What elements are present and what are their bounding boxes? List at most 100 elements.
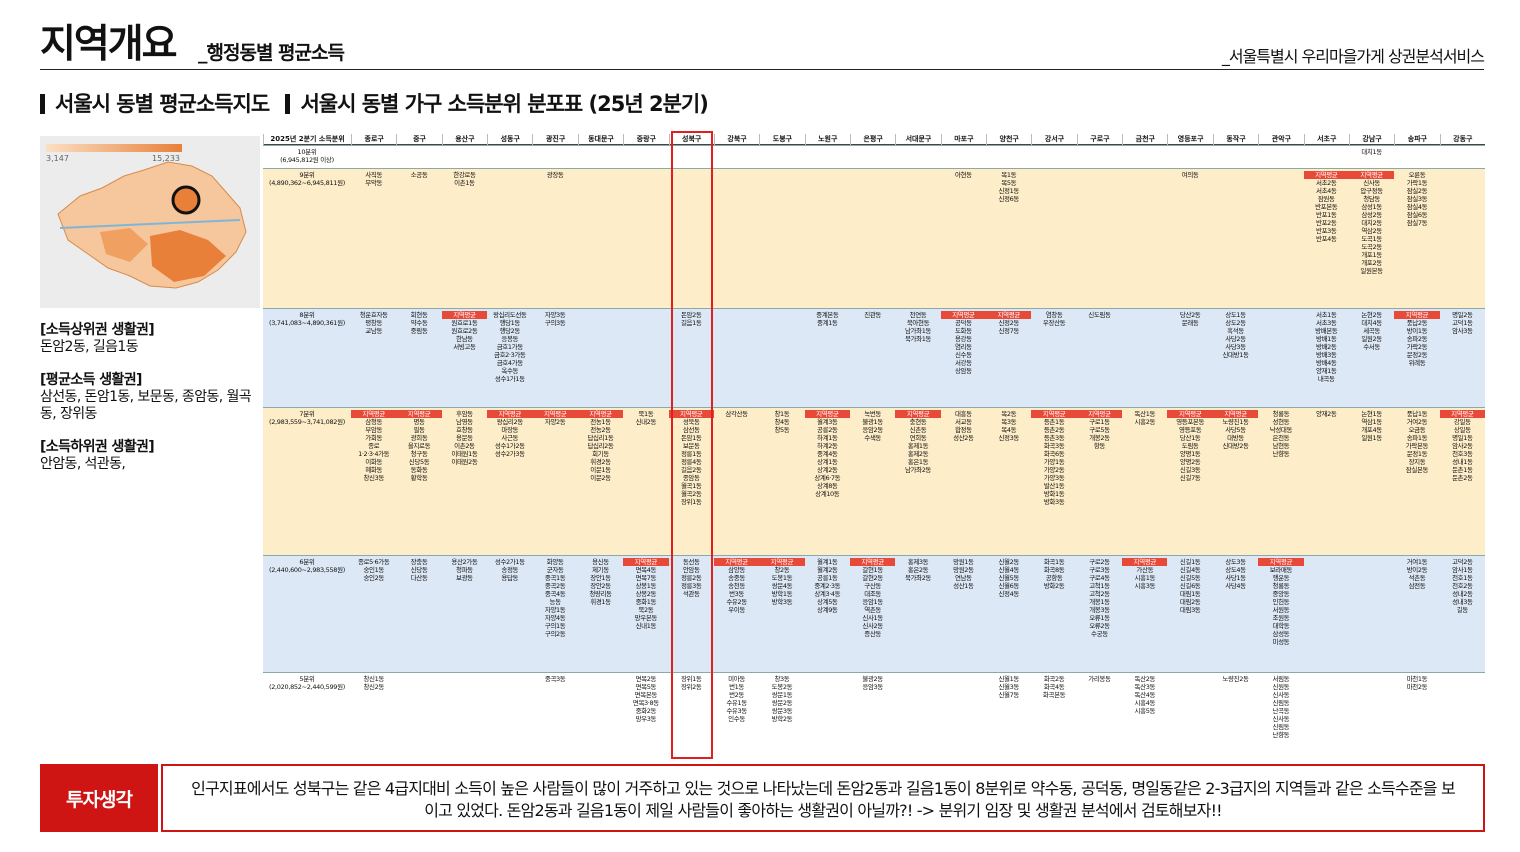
dong-name: 다산동 bbox=[410, 574, 428, 582]
dong-name: 금호2·3가동 bbox=[494, 351, 526, 359]
table-cell: 고덕2동 암사1동 천호1동 천호2동 성내2동 성내3동 길동 bbox=[1440, 558, 1485, 614]
dong-name: 정릉2동 bbox=[680, 574, 702, 582]
dong-name: 신정7동 bbox=[998, 327, 1019, 335]
dong-name: 신정1동 bbox=[998, 187, 1019, 195]
dong-name: 신길5동 bbox=[1179, 574, 1201, 582]
dong-name: 전농1동 bbox=[590, 418, 611, 426]
dong-name: 이촌2동 bbox=[454, 442, 475, 450]
dong-name: 우이동 bbox=[728, 606, 745, 614]
dong-name: 풍납1동 bbox=[1406, 410, 1428, 418]
dong-name: 논현2동 bbox=[1361, 311, 1382, 319]
tier-label: 6분위 (2,440,600~2,983,558원) bbox=[268, 558, 346, 574]
district-header: 강동구 bbox=[1439, 134, 1485, 145]
dong-name: 용산2가동 bbox=[451, 558, 478, 566]
dong-name: 하계1동 bbox=[817, 434, 838, 442]
dong-name: 서강동 bbox=[954, 359, 972, 367]
dong-name: 용문동 bbox=[456, 434, 473, 442]
table-cell: 신월2동 신월4동 신월5동 신월6동 신정4동 bbox=[986, 558, 1031, 598]
dong-name: 이문2동 bbox=[590, 474, 611, 482]
dong-name: 공릉2동 bbox=[817, 426, 838, 434]
dong-name: 일원1동 bbox=[1361, 434, 1382, 442]
dong-name: 한강로동 bbox=[453, 171, 476, 179]
table-cell: 목1동 목5동 신정1동 신정6동 bbox=[986, 171, 1031, 203]
income-tier-row: 9분위 (4,890,362~6,945,811원) 사직동 무악동 소공동 한강로동 이… bbox=[263, 168, 1485, 308]
dong-name: 상봉1동 bbox=[635, 582, 657, 590]
district-header: 성동구 bbox=[487, 134, 532, 145]
dong-name: 항동 bbox=[1093, 442, 1106, 450]
dong-name: 상계2동 bbox=[817, 466, 838, 474]
page-subtitle: _행정동별 평균소득 bbox=[198, 42, 345, 64]
district-header: 마포구 bbox=[940, 134, 986, 145]
dong-name: 도봉2동 bbox=[771, 683, 793, 691]
dong-name: 문정2동 bbox=[1406, 351, 1428, 359]
table-cell: 홍제3동 홍은2동 북가좌2동 bbox=[895, 558, 940, 582]
dong-name: 월곡1동 bbox=[680, 482, 702, 490]
avg-badge: 지역평균 bbox=[623, 558, 669, 566]
dong-name: 정릉4동 bbox=[680, 458, 702, 466]
table-cell: 오륜동 가락1동 잠실2동 잠실3동 잠실4동 잠실6동 잠실7동 bbox=[1394, 171, 1439, 227]
dong-name: 합정동 bbox=[954, 426, 972, 434]
dong-name: 미아동 bbox=[728, 675, 745, 683]
dong-name: 창신3동 bbox=[363, 474, 384, 482]
dong-name: 가락1동 bbox=[1406, 179, 1428, 187]
table-header: 2025년 2분기 소득분위 종로구 중구 용산구 성동구 광진구 동대문구 중랑구 성북구 강북… bbox=[263, 134, 1485, 145]
dong-name: 응암2동 bbox=[862, 426, 883, 434]
dong-name: 월계3동 bbox=[817, 418, 838, 426]
header-label: 2025년 2분기 소득분위 bbox=[263, 134, 351, 145]
dong-name: 거여2동 bbox=[1406, 418, 1428, 426]
district-header: 종로구 bbox=[351, 134, 396, 145]
dong-name: 낙성대동 bbox=[1269, 426, 1293, 434]
dong-name: 상봉2동 bbox=[635, 590, 657, 598]
dong-name: 한남동 bbox=[456, 335, 473, 343]
dong-name: 남가좌1동 bbox=[904, 327, 932, 335]
table-cell: 한강로동 이촌1동 bbox=[442, 171, 487, 187]
income-tier-row: 5분위 (2,020,852~2,440,599원) 창신1동 창신2동 중곡3동 면목… bbox=[263, 672, 1485, 760]
avg-badge: 지역평균 bbox=[396, 410, 442, 418]
dong-name: 숭인1동 bbox=[363, 566, 384, 574]
avg-badge: 지역평균 bbox=[532, 410, 578, 418]
dong-name: 성내2동 bbox=[1452, 590, 1473, 598]
dong-name: 충현동 bbox=[909, 418, 927, 426]
dong-name: 서초3동 bbox=[1315, 319, 1337, 327]
dong-name: 가락2동 bbox=[1406, 343, 1428, 351]
dong-name: 성북동 bbox=[682, 418, 700, 426]
avg-badge: 지역평균 bbox=[577, 410, 624, 418]
dong-name: 대림2동 bbox=[1179, 598, 1201, 606]
dong-name: 삼성동 bbox=[1272, 630, 1290, 638]
dong-name: 면목3·8동 bbox=[632, 699, 659, 707]
dong-name: 시흥2동 bbox=[1134, 418, 1156, 426]
dong-name: 망원1동 bbox=[953, 558, 974, 566]
dong-name: 방배3동 bbox=[1315, 351, 1337, 359]
dong-name: 신정2동 bbox=[998, 319, 1019, 327]
dong-name: 서초4동 bbox=[1315, 187, 1337, 195]
dong-name: 쌍문1동 bbox=[771, 691, 793, 699]
note-title: [소득상위권 생활권] bbox=[40, 322, 155, 338]
table-cell: 서초1동 서초3동 방배본동 방배1동 방배2동 방배3동 방배4동 양재1동 내곡동 bbox=[1304, 311, 1349, 383]
dong-name: 중화1동 bbox=[635, 598, 657, 606]
dong-name: 아현동 bbox=[954, 171, 972, 179]
dong-name: 면목7동 bbox=[635, 574, 657, 582]
dong-name: 거여1동 bbox=[1406, 558, 1428, 566]
dong-name: 증산동 bbox=[864, 630, 881, 638]
dong-name: 공덕동 bbox=[954, 319, 972, 327]
dong-name: 청량리동 bbox=[589, 590, 612, 598]
district-header: 성북구 bbox=[668, 134, 714, 145]
dong-name: 송정동 bbox=[501, 566, 519, 574]
dong-name: 사직동 bbox=[365, 171, 383, 179]
table-cell: 지역평균 신정2동 신정7동 bbox=[986, 311, 1032, 335]
dong-name: 신사동 bbox=[1363, 179, 1380, 187]
dong-name: 삼각산동 bbox=[725, 410, 748, 418]
dong-name: 목3동 bbox=[1001, 418, 1017, 426]
dong-name: 도화동 bbox=[954, 327, 972, 335]
note-title: [평균소득 생활권] bbox=[40, 372, 142, 388]
dong-name: 도곡2동 bbox=[1361, 243, 1382, 251]
dong-name: 일원2동 bbox=[1361, 335, 1382, 343]
table-cell: 청운효자동 평창동 교남동 bbox=[351, 311, 396, 335]
district-header: 동작구 bbox=[1212, 134, 1258, 145]
avg-badge: 지역평균 bbox=[351, 410, 397, 418]
table-cell: 양재2동 bbox=[1304, 410, 1349, 418]
table-cell: 사직동 무악동 bbox=[351, 171, 396, 187]
dong-name: 신수동 bbox=[954, 351, 972, 359]
dong-name: 명일2동 bbox=[1452, 311, 1473, 319]
dong-name: 홍제1동 bbox=[907, 442, 929, 450]
